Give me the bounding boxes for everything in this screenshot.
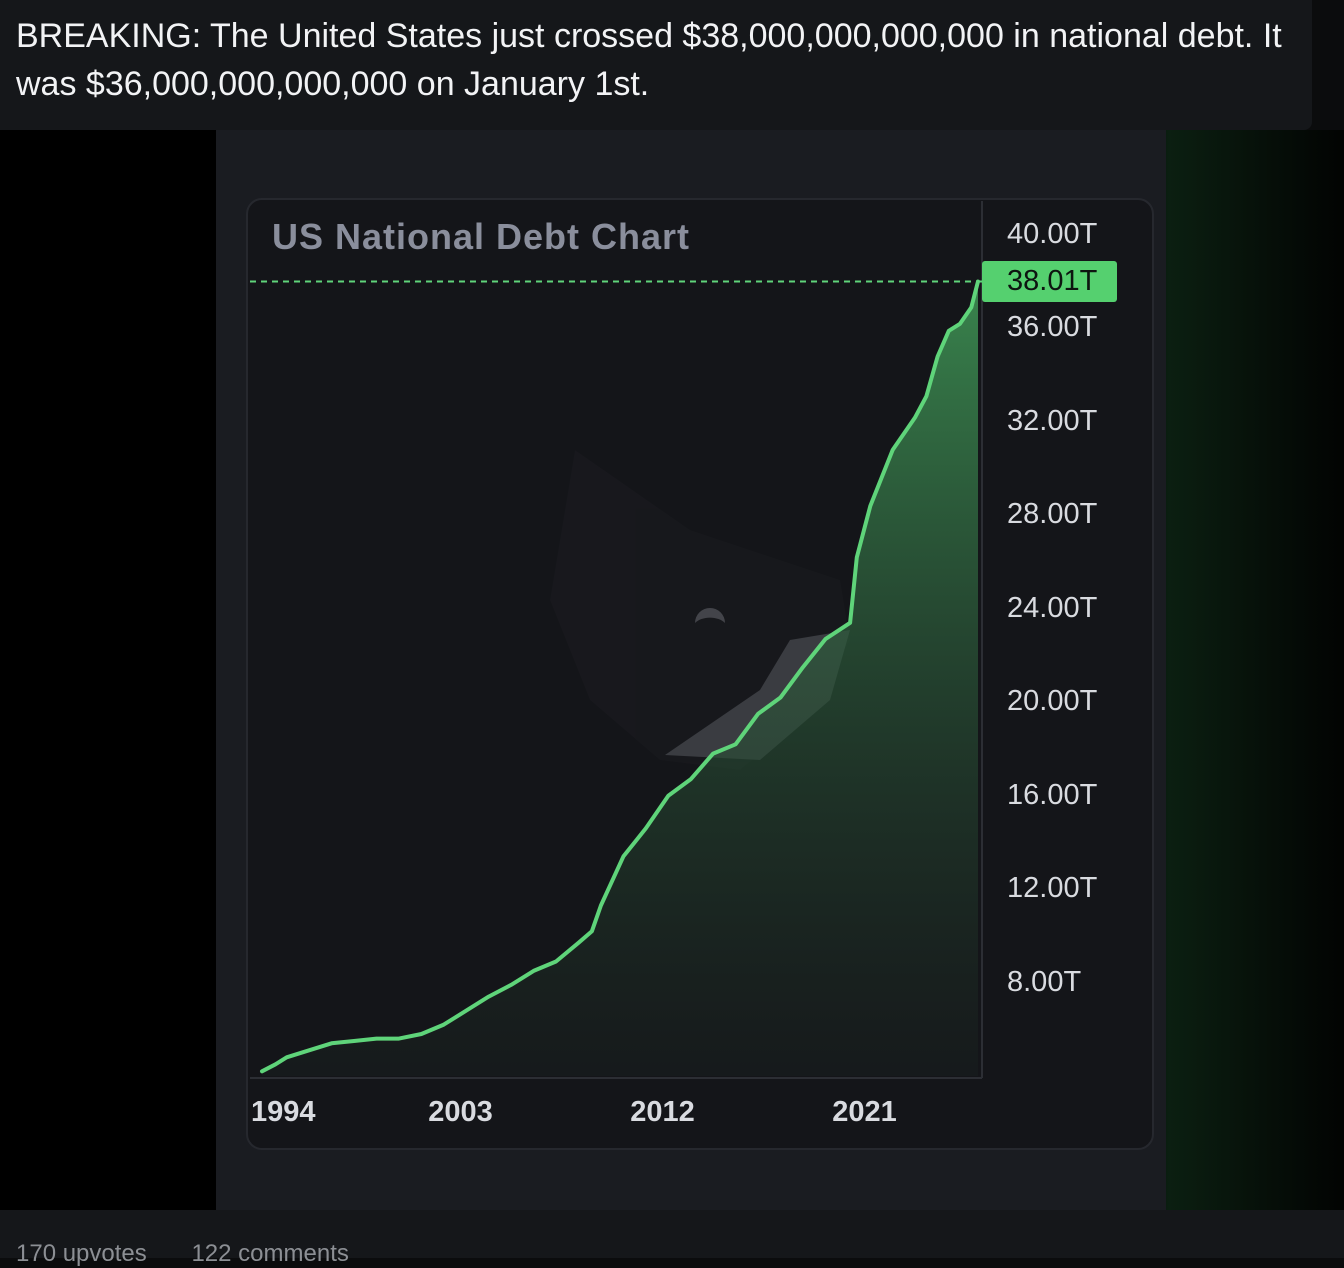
comment-count[interactable]: 122 comments bbox=[191, 1240, 349, 1267]
x-tick-label: 1994 bbox=[251, 1096, 316, 1128]
y-tick-label: 12.00T bbox=[1007, 872, 1098, 905]
y-tick-label: 8.00T bbox=[1007, 965, 1082, 998]
post-title[interactable]: BREAKING: The United States just crossed… bbox=[16, 17, 1282, 103]
debt-series-line bbox=[260, 279, 980, 1074]
y-tick-label: 20.00T bbox=[1007, 685, 1098, 718]
y-tick-label: 28.00T bbox=[1007, 498, 1098, 531]
post-header: BREAKING: The United States just crossed… bbox=[0, 0, 1312, 130]
y-tick-label: 32.00T bbox=[1007, 404, 1098, 437]
watermark-logo bbox=[550, 450, 850, 770]
x-tick-label: 2003 bbox=[428, 1096, 493, 1128]
chart-title: US National Debt Chart bbox=[272, 216, 691, 257]
debt-area-fill bbox=[262, 281, 978, 1076]
y-tick-label: 40.00T bbox=[1007, 218, 1098, 250]
x-tick-label: 2012 bbox=[630, 1096, 695, 1128]
y-tick-label: 36.00T bbox=[1007, 311, 1098, 344]
post-footer bbox=[0, 1210, 1344, 1258]
current-value-tag: 38.01T bbox=[982, 261, 1117, 302]
upvote-count[interactable]: 170 upvotes bbox=[16, 1240, 147, 1267]
y-tick-label: 16.00T bbox=[1007, 778, 1098, 811]
y-tick-label: 24.00T bbox=[1007, 591, 1098, 624]
x-tick-label: 2021 bbox=[832, 1096, 897, 1128]
post-stats: 170 upvotes 122 comments bbox=[16, 1240, 349, 1268]
